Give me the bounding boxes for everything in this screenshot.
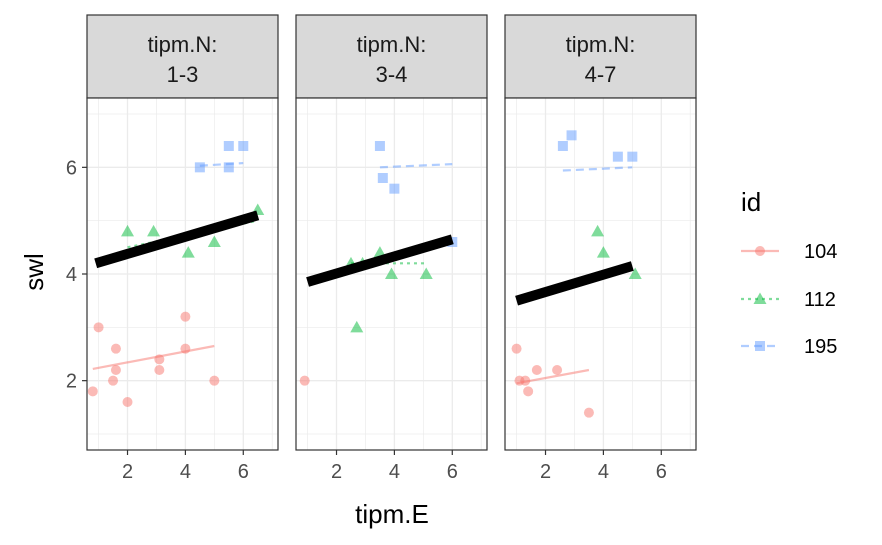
data-point: [627, 151, 638, 162]
data-point: [552, 365, 563, 375]
y-axis-title: swl: [19, 253, 49, 291]
facet-strip: [86, 14, 279, 99]
facet-panel: tipm.N: 4-7 2 4 6: [504, 14, 697, 483]
y-tick-label: 4: [66, 264, 77, 286]
grid: [87, 98, 278, 450]
facet-strip-label: 1-3: [167, 62, 199, 87]
legend-key-marker: [755, 246, 765, 256]
data-point: [108, 375, 119, 386]
data-point: [122, 397, 133, 407]
series-group: [299, 375, 310, 386]
data-point: [596, 246, 610, 258]
overall-fit-line: [306, 234, 454, 287]
legend-key-marker: [753, 292, 767, 304]
data-point: [374, 141, 385, 151]
x-axis-title: tipm.E: [355, 499, 429, 529]
data-point: [612, 151, 623, 162]
data-point: [566, 130, 577, 141]
data-point: [223, 141, 234, 151]
data-point: [121, 224, 135, 237]
data-point: [194, 162, 205, 173]
legend-key-marker: [755, 341, 765, 351]
data-point: [238, 141, 249, 151]
legend: id 104 112 195: [741, 187, 837, 358]
series-fit-line: [516, 368, 590, 385]
data-point: [87, 386, 98, 397]
data-point: [628, 267, 642, 279]
data-point: [147, 224, 161, 237]
data-point: [209, 375, 220, 386]
x-tick-label: 6: [447, 461, 458, 483]
facet-strip-label: tipm.N:: [357, 32, 427, 57]
legend-label: 195: [804, 336, 837, 358]
series-group: [591, 224, 642, 279]
facet-strip-label: tipm.N:: [148, 32, 218, 57]
series-group: [87, 311, 220, 407]
series-group: [511, 343, 594, 418]
data-point: [389, 183, 400, 194]
data-point: [385, 267, 398, 279]
data-point: [299, 375, 310, 386]
data-point: [154, 365, 165, 375]
y-tick-label: 6: [66, 157, 77, 179]
data-point: [110, 365, 121, 375]
data-point: [180, 311, 191, 322]
legend-entry: 112: [741, 289, 836, 311]
series-group: [557, 130, 638, 172]
x-tick-label: 4: [598, 461, 609, 483]
x-tick-label: 2: [122, 461, 133, 483]
y-tick-label: 2: [66, 371, 77, 393]
facet-strip-label: 4-7: [585, 62, 617, 87]
data-point: [207, 235, 221, 247]
x-tick-label: 4: [180, 461, 191, 483]
panel-border: [504, 97, 697, 451]
panel-border: [295, 97, 488, 451]
legend-entry: 104: [741, 241, 837, 263]
facet-panel: tipm.N: 1-3 2 4 6 2 4 6: [66, 14, 279, 483]
data-point: [93, 322, 104, 333]
legend-label: 112: [804, 289, 836, 311]
series-group: [194, 141, 249, 173]
data-point: [350, 320, 364, 333]
data-point: [583, 407, 594, 418]
legend-label: 104: [804, 241, 837, 263]
facet-panel: tipm.N: 3-4 2 4 6: [295, 14, 488, 483]
panels-layer: tipm.N: 1-3 2 4 6 2 4 6 tipm.N: 3-4 2 4 6 tipm.N: 4-7 2…: [66, 14, 697, 483]
series-fit-line: [562, 166, 633, 172]
x-tick-label: 2: [331, 461, 342, 483]
series-fit-line: [92, 344, 215, 371]
data-point: [531, 365, 542, 375]
x-tick-label: 4: [389, 461, 400, 483]
data-point: [591, 224, 605, 237]
overall-fit-line: [94, 210, 260, 269]
data-point: [110, 343, 121, 354]
data-point: [419, 267, 433, 279]
data-point: [181, 246, 195, 258]
overall-fit-line: [515, 261, 634, 306]
data-point: [523, 386, 534, 397]
legend-entry: 195: [741, 336, 837, 358]
x-tick-label: 2: [540, 461, 551, 483]
data-point: [223, 162, 234, 173]
series-fit-line: [199, 161, 244, 167]
x-tick-label: 6: [238, 461, 249, 483]
facet-strip-label: tipm.N:: [566, 32, 636, 57]
facet-strip-label: 3-4: [376, 62, 408, 87]
data-point: [557, 141, 568, 151]
data-point: [377, 173, 388, 183]
data-point: [511, 343, 522, 354]
facet-strip: [504, 14, 697, 99]
x-tick-label: 6: [656, 461, 667, 483]
legend-title: id: [741, 187, 761, 217]
